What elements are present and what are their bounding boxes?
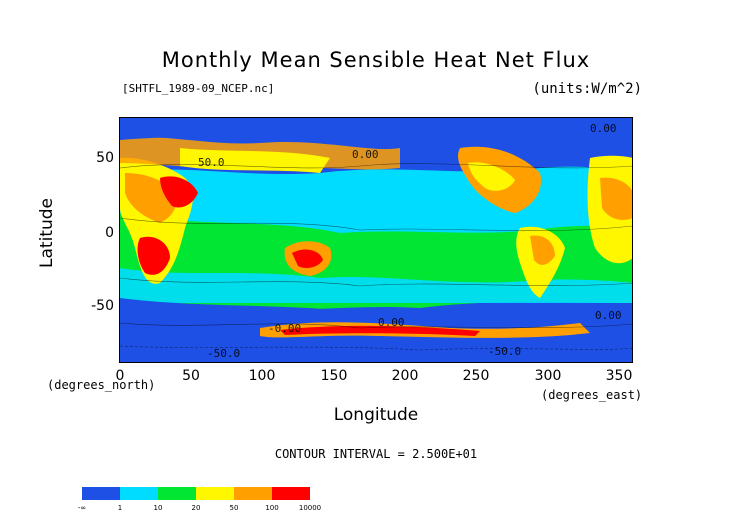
legend-swatch [158, 487, 196, 500]
contour-label-50-north: 50.0 [198, 156, 225, 169]
field-africa-red [137, 236, 170, 275]
legend-label: 100 [265, 504, 279, 512]
contour-label-neg50-southeast: -50.0 [488, 345, 521, 358]
contour-label-neg-zero-south: -0.00 [268, 322, 301, 335]
field-eastasia-orange [600, 177, 633, 220]
legend-swatch [234, 487, 272, 500]
x-tick-label: 350 [605, 368, 633, 384]
y-tick-label: 0 [105, 225, 114, 241]
contour-lines [120, 163, 633, 351]
field-band-cyan-south [120, 268, 633, 303]
legend-swatch [272, 487, 310, 500]
field-arabia-red [160, 176, 198, 208]
color-legend [82, 487, 310, 500]
heatmap-field: 50.0 0.00 0.00 -0.00 0.00 0.00 -50.0 -50… [120, 118, 633, 363]
x-tick-label: 0 [115, 368, 125, 384]
field-antarctic-hot [280, 325, 480, 336]
source-file-label: [SHTFL_1989-09_NCEP.nc] [122, 82, 275, 95]
legend-swatch [196, 487, 234, 500]
field-arctic-blue [120, 126, 420, 146]
y-tick-label: -50 [91, 298, 114, 314]
x-tick-label: 100 [248, 368, 276, 384]
contour-label-zero-northeast: 0.00 [590, 122, 617, 135]
legend-label: 1 [117, 504, 123, 512]
x-tick-label: 250 [462, 368, 490, 384]
field-samerica-orange [530, 235, 555, 265]
y-tick-label: 50 [96, 150, 114, 166]
contour-label-zero-southeast: 0.00 [595, 309, 622, 322]
contour-label-zero-south: 0.00 [378, 316, 405, 329]
legend-swatch [120, 487, 158, 500]
legend-label: 10 [153, 504, 163, 512]
legend-label: 50 [229, 504, 239, 512]
x-tick-label: 150 [320, 368, 348, 384]
contour-label-neg50-southwest: -50.0 [207, 347, 240, 360]
y-axis-unit: (degrees_north) [47, 378, 156, 392]
units-label: (units:W/m^2) [532, 81, 642, 97]
legend-swatch [82, 487, 120, 500]
x-axis-label: Longitude [333, 405, 419, 425]
contour-interval-text: CONTOUR INTERVAL = 2.500E+01 [274, 447, 478, 461]
legend-label: 10000 [298, 504, 322, 512]
field-eurasia-yellow [180, 148, 330, 173]
x-axis-unit: (degrees_east) [541, 388, 643, 402]
legend-label: -∞ [77, 504, 87, 512]
contour-label-zero-north: 0.00 [352, 148, 379, 161]
x-tick-label: 300 [534, 368, 562, 384]
map-plot-area: 50.0 0.00 0.00 -0.00 0.00 0.00 -50.0 -50… [120, 118, 633, 363]
field-namerica-yellow [468, 162, 515, 191]
legend-label: 20 [191, 504, 201, 512]
y-axis-label: Latitude [37, 198, 57, 268]
x-tick-label: 200 [391, 368, 419, 384]
x-tick-label: 50 [182, 368, 200, 384]
chart-title: Monthly Mean Sensible Heat Net Flux [161, 48, 591, 72]
field-australia-red [292, 249, 323, 268]
